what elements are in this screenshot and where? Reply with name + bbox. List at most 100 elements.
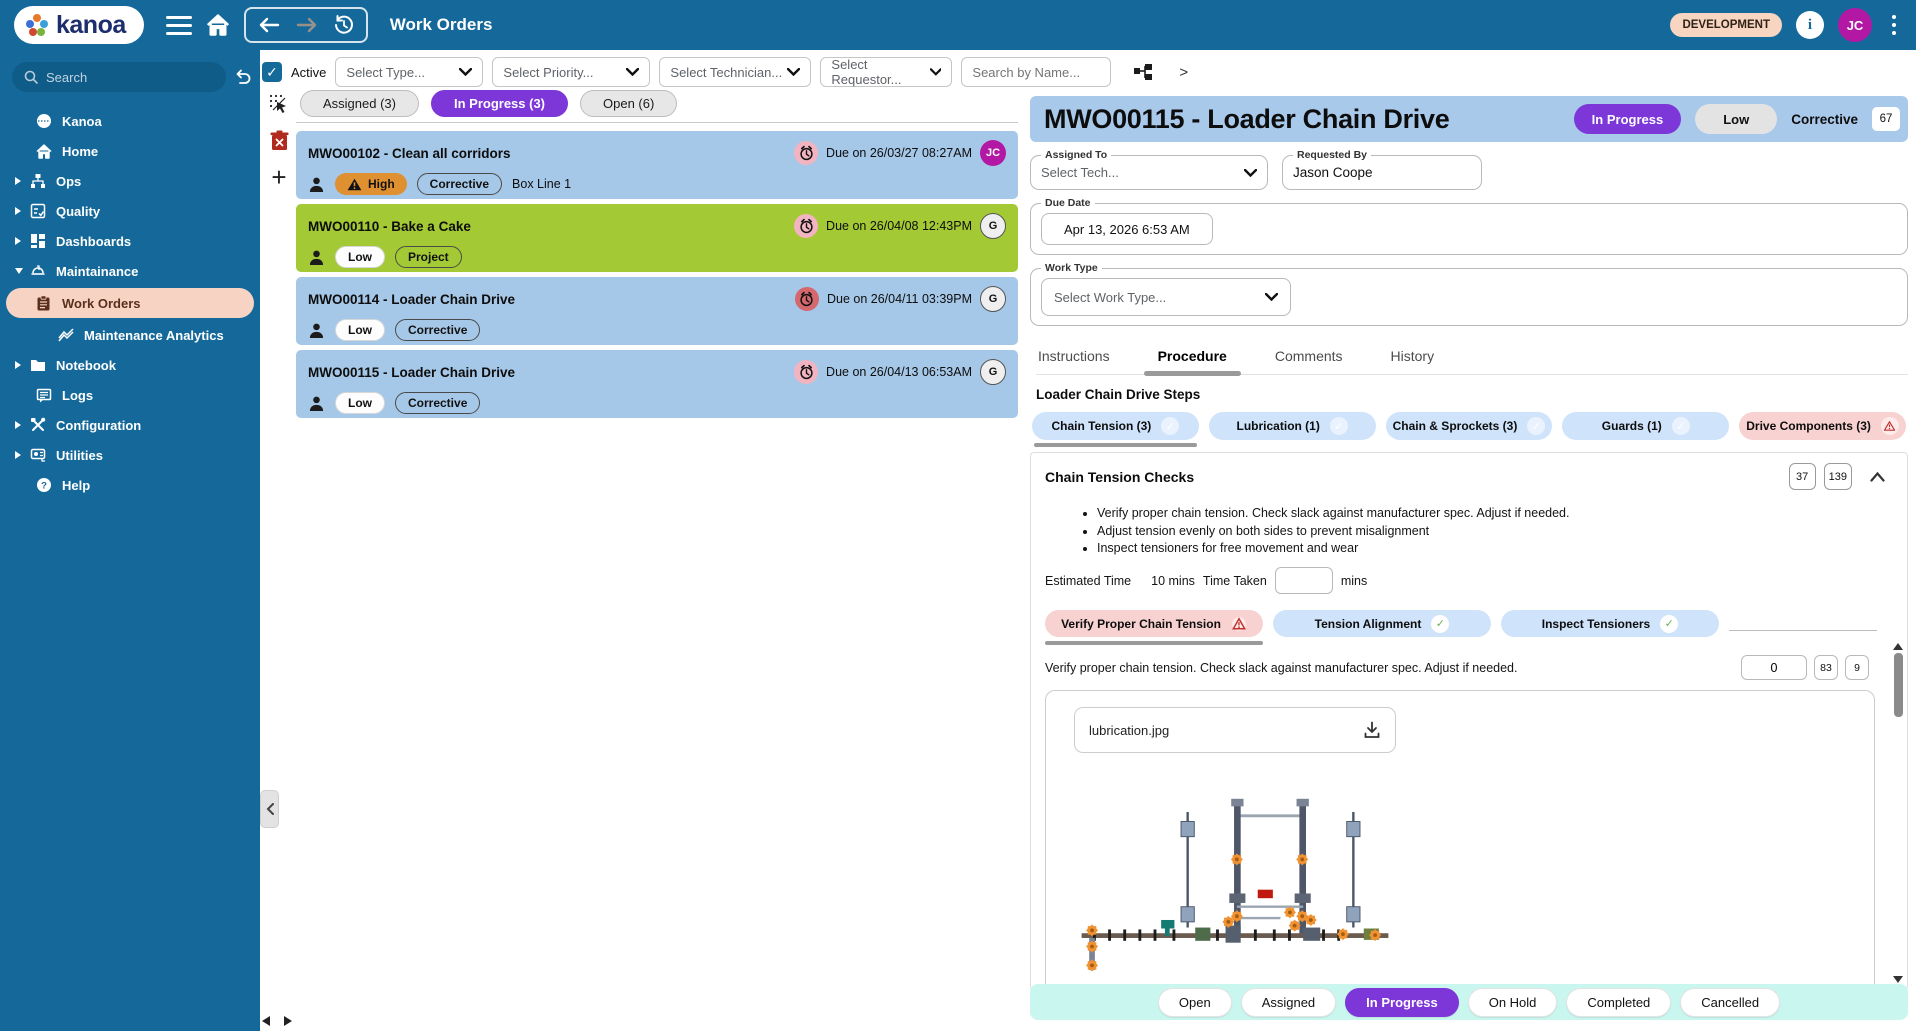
tab-assigned[interactable]: Assigned (3) [300,90,419,117]
warning-icon [1880,417,1899,435]
add-work-order-button[interactable]: + [271,162,287,192]
assigned-to-select[interactable]: Select Tech... [1041,165,1257,180]
hardhat-icon [30,263,56,279]
tab-in-progress[interactable]: In Progress (3) [430,90,569,117]
count-badge: 67 [1872,107,1900,131]
forward-arrow-icon[interactable] [296,17,318,33]
status-pill[interactable]: In Progress [1573,104,1682,134]
undo-search-icon[interactable] [234,69,252,85]
scrollbar-thumb[interactable] [1893,653,1903,717]
tab-history[interactable]: History [1390,348,1435,364]
priority-badge: Low [335,392,385,414]
assignee-avatar[interactable]: G [980,213,1006,239]
download-icon[interactable] [1363,721,1381,739]
step-chip-lubrication[interactable]: Lubrication (1) ✓ [1208,412,1376,440]
kanoa-logo-text: kanoa [56,10,126,39]
tab-comments[interactable]: Comments [1274,348,1343,364]
procedure-scrollbar[interactable] [1892,643,1904,983]
detail-tabs: Instructions Procedure Comments History [1036,340,1908,376]
subtask-chip-inspect-tensioners[interactable]: Inspect Tensioners ✓ [1501,610,1719,637]
assignee-avatar[interactable]: JC [980,140,1006,166]
history-icon[interactable] [334,15,354,35]
sitemap-icon[interactable] [1134,63,1154,81]
delete-icon[interactable] [270,130,289,151]
subtask-counter-b: 9 [1845,655,1869,680]
work-order-card[interactable]: MWO00110 - Bake a Cake Due on 26/04/08 1… [296,204,1018,272]
due-date-button[interactable]: Apr 13, 2026 6:53 AM [1041,213,1213,245]
steps-title: Loader Chain Drive Steps [1036,387,1201,402]
sidebar-collapse-handle[interactable] [260,790,279,828]
assignee-avatar[interactable]: G [980,286,1006,312]
sidebar-item-work-orders[interactable]: Work Orders [6,288,254,318]
search-input[interactable] [46,69,186,85]
prev-page-icon[interactable] [262,1016,270,1026]
assignee-avatar[interactable]: G [980,359,1006,385]
step-chip-guards[interactable]: Guards (1) ✓ [1562,412,1730,440]
work-order-card[interactable]: MWO00115 - Loader Chain Drive Due on 26/… [296,350,1018,418]
work-order-card[interactable]: MWO00102 - Clean all corridors Due on 26… [296,131,1018,199]
tab-open[interactable]: Open (6) [580,90,678,117]
status-open-button[interactable]: Open [1157,987,1232,1017]
scroll-up-icon[interactable] [1893,643,1903,650]
tab-instructions[interactable]: Instructions [1038,348,1110,364]
sidebar-item-maintainance[interactable]: Maintainance [0,256,260,286]
sidebar-item-quality[interactable]: Quality [0,196,260,226]
sidebar-item-ops[interactable]: Ops [0,166,260,196]
kanoa-logo[interactable]: kanoa [14,6,144,44]
sidebar-item-logs[interactable]: Logs [0,380,260,410]
sidebar-item-notebook[interactable]: Notebook [0,350,260,380]
tab-procedure[interactable]: Procedure [1143,340,1242,376]
svg-text:?: ? [41,481,47,492]
sidebar-item-maintenance-analytics[interactable]: Maintenance Analytics [0,320,260,350]
expand-chevron[interactable]: > [1179,63,1189,81]
name-search-input[interactable] [961,57,1112,87]
scroll-down-icon[interactable] [1893,976,1903,983]
ops-icon [30,173,56,189]
status-assigned-button[interactable]: Assigned [1240,987,1337,1017]
status-in-progress-button[interactable]: In Progress [1345,987,1459,1017]
clipboard-icon [36,295,62,311]
type-filter-select[interactable]: Select Type... [335,57,484,87]
step-chip-chain-tension[interactable]: Chain Tension (3) ✓ [1032,412,1199,447]
sidebar-item-utilities[interactable]: Utilities [0,440,260,470]
next-page-icon[interactable] [284,1016,292,1026]
priority-filter-select[interactable]: Select Priority... [492,57,651,87]
collapse-chevron-icon[interactable] [1870,471,1885,482]
subtask-chip-tension-alignment[interactable]: Tension Alignment ✓ [1273,610,1491,637]
priority-badge: Low [335,319,385,341]
technician-filter-select[interactable]: Select Technician... [659,57,812,87]
back-arrow-icon[interactable] [258,17,280,33]
sidebar-search[interactable] [12,62,226,92]
time-taken-input[interactable] [1274,567,1333,594]
status-on-hold-button[interactable]: On Hold [1467,987,1558,1017]
active-checkbox[interactable]: ✓ [262,62,282,82]
status-completed-button[interactable]: Completed [1566,987,1672,1017]
warning-icon [1231,616,1247,631]
step-chip-drive-components[interactable]: Drive Components (3) [1739,412,1906,440]
subtask-chip-verify-tension[interactable]: Verify Proper Chain Tension [1045,610,1263,645]
sidebar-item-configuration[interactable]: Configuration [0,410,260,440]
work-order-detail: MWO00115 - Loader Chain Drive In Progres… [1030,96,1908,1020]
home-icon[interactable] [206,14,230,36]
overflow-menu-icon[interactable] [1886,13,1902,37]
sidebar-item-dashboards[interactable]: Dashboards [0,226,260,256]
sidebar-item-help[interactable]: ? Help [0,470,260,500]
status-cancelled-button[interactable]: Cancelled [1680,987,1781,1017]
priority-pill[interactable]: Low [1695,104,1778,134]
work-type-select[interactable]: Select Work Type... [1041,278,1291,316]
due-date-field: Due Date Apr 13, 2026 6:53 AM [1030,197,1908,255]
check-icon: ✓ [1329,417,1348,435]
subtask-value-input[interactable] [1741,655,1807,680]
info-icon[interactable]: i [1796,11,1824,39]
marquee-select-icon[interactable] [269,94,289,114]
subtask-description: Verify proper chain tension. Check slack… [1045,660,1518,675]
detail-header: MWO00115 - Loader Chain Drive In Progres… [1030,96,1908,142]
hamburger-menu-icon[interactable] [165,15,192,35]
requestor-filter-select[interactable]: Select Requestor... [820,57,953,87]
sidebar-item-kanoa[interactable]: Kanoa [0,106,260,136]
step-chip-chain-sprockets[interactable]: Chain & Sprockets (3) ✓ [1385,412,1553,440]
user-avatar[interactable]: JC [1838,8,1872,42]
work-order-card[interactable]: MWO00114 - Loader Chain Drive Due on 26/… [296,277,1018,345]
attachment-item[interactable]: lubrication.jpg [1074,707,1396,753]
sidebar-item-home[interactable]: Home [0,136,260,166]
